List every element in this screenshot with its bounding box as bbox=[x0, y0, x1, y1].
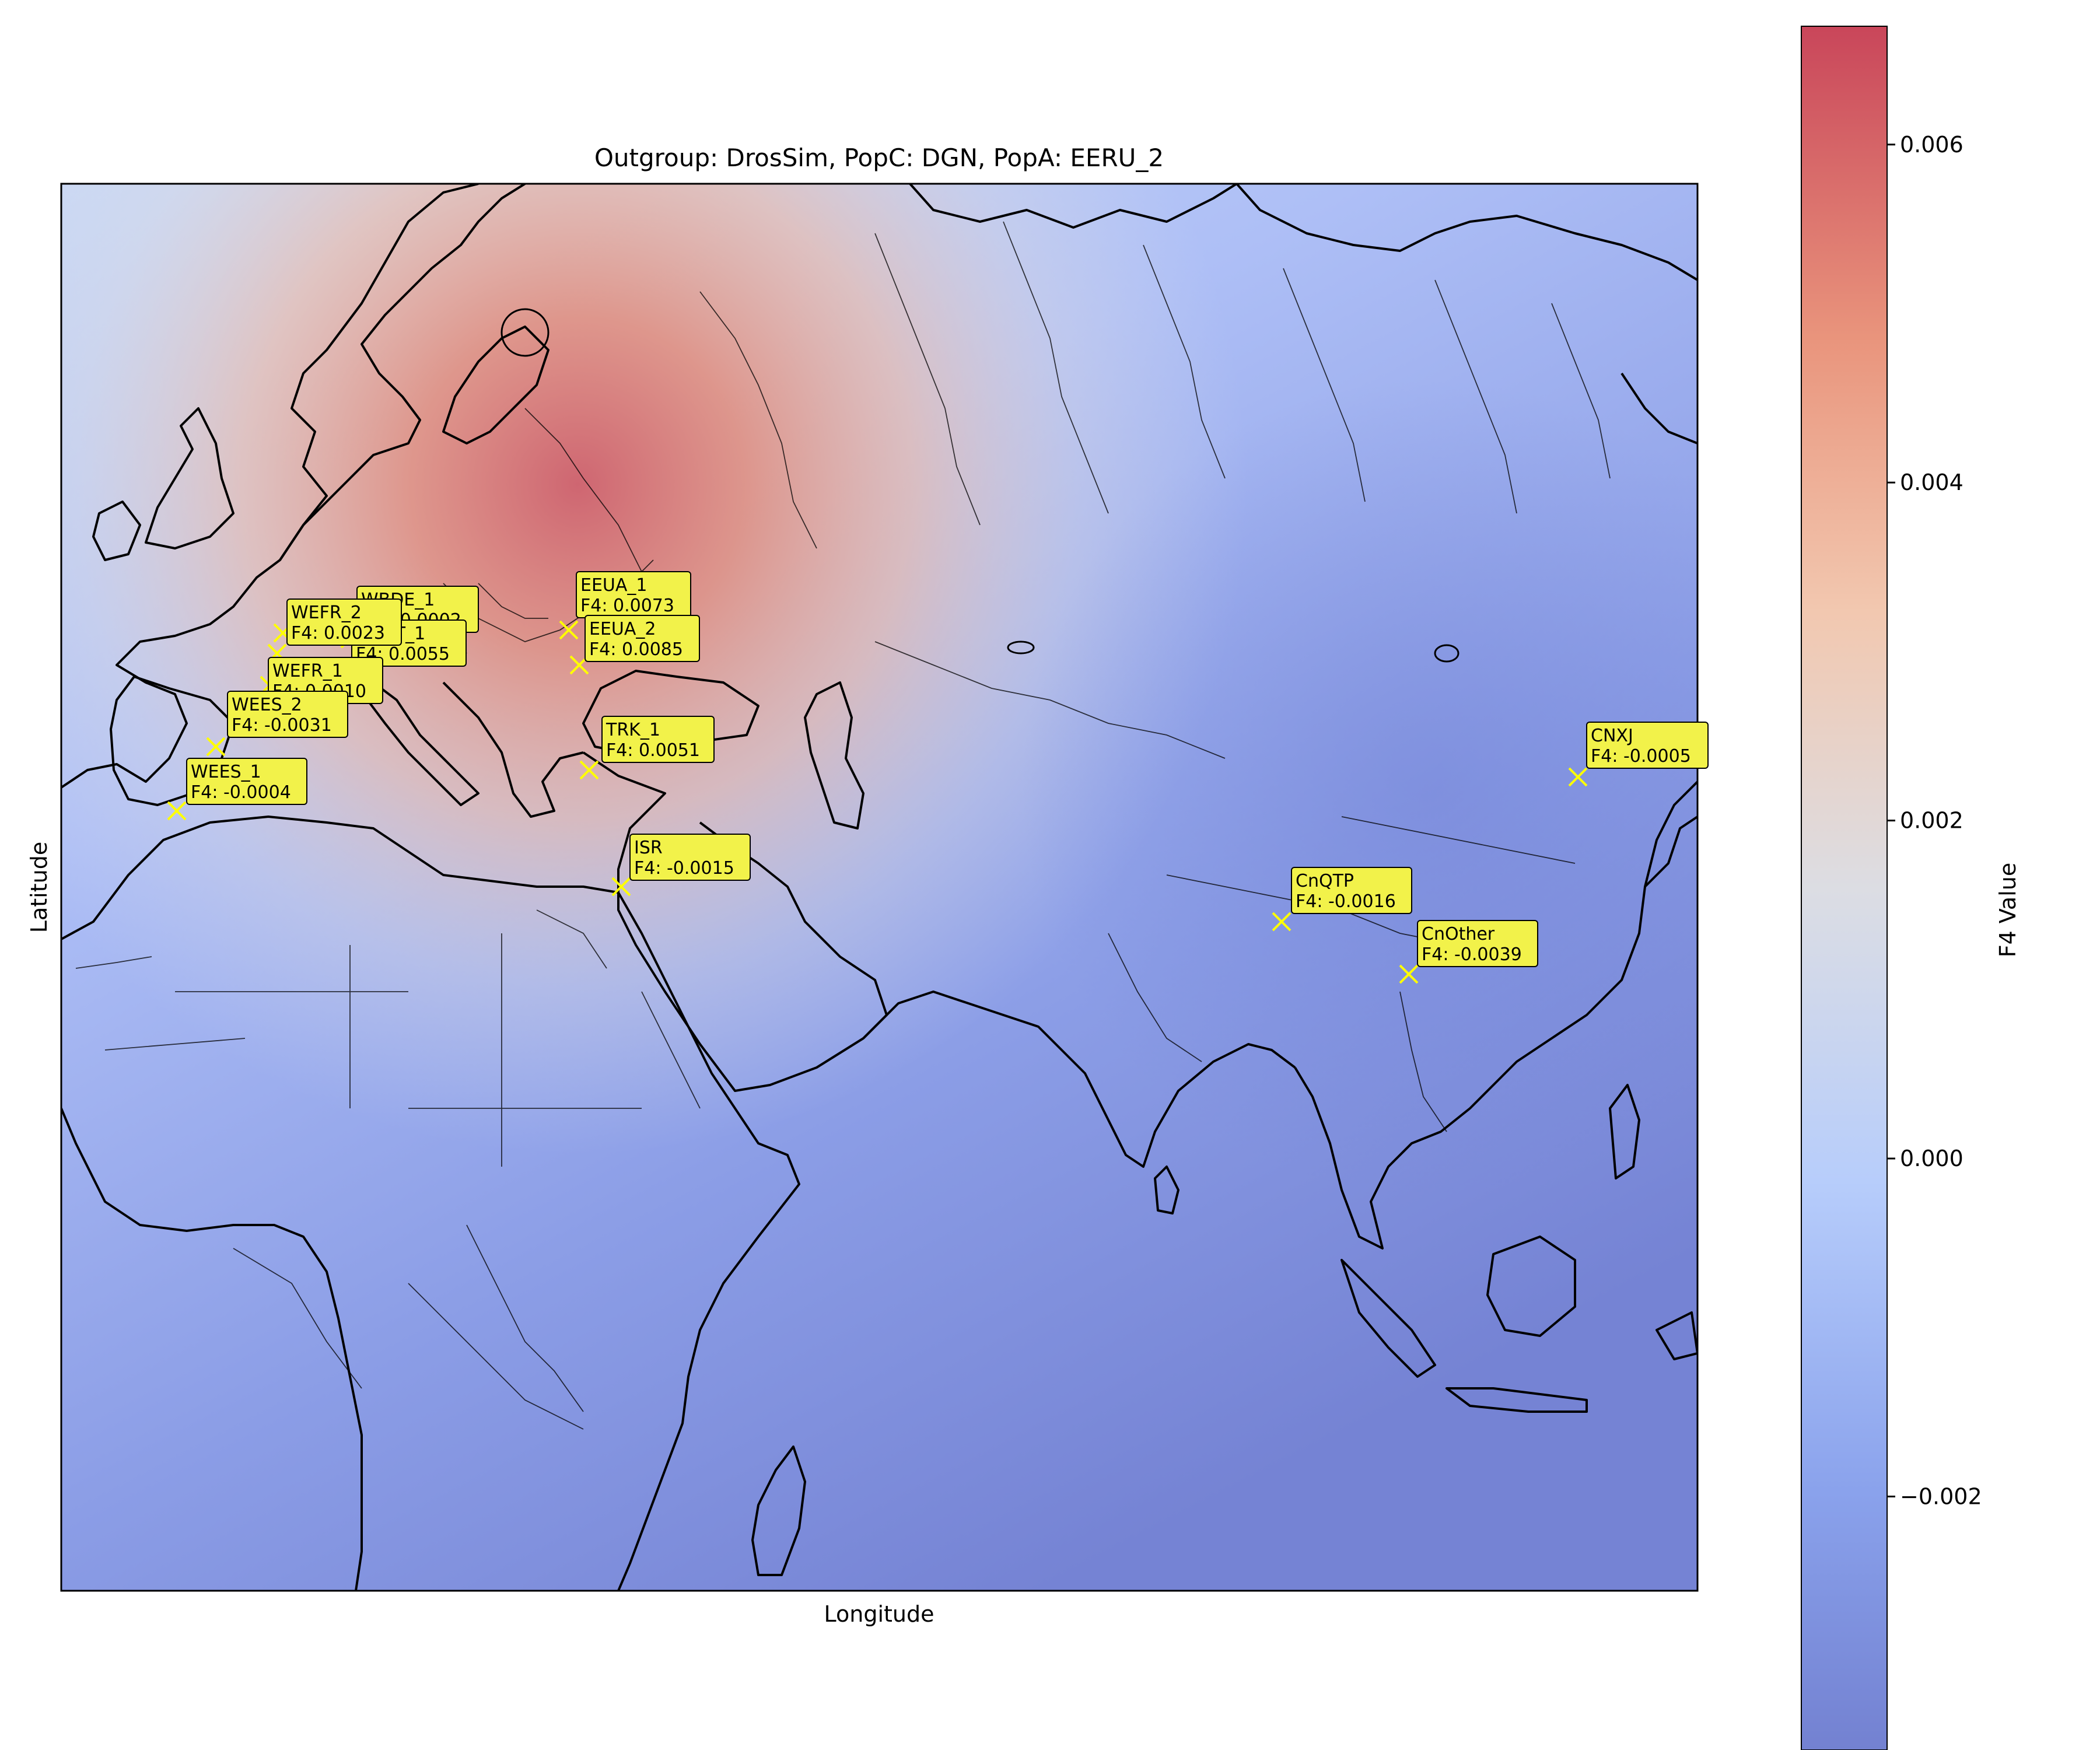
f4-heat-low bbox=[61, 184, 1698, 1591]
label-name-cnother: CnOther bbox=[1422, 924, 1495, 944]
map-frame bbox=[60, 183, 1699, 1592]
label-name-wees-1: WEES_1 bbox=[191, 762, 261, 782]
population-wefr-2[interactable]: WEFR_2 F4: 0.0023 bbox=[267, 598, 402, 663]
label-box-trk-1 bbox=[601, 716, 715, 763]
colorbar-tick-label: 0.002 bbox=[1900, 808, 1964, 834]
population-cnother[interactable]: CnOther F4: -0.0039 bbox=[1399, 920, 1538, 984]
colorbar-label: F4 Value bbox=[1995, 863, 2021, 957]
marker-cnxj bbox=[1568, 767, 1588, 787]
population-wees-1[interactable]: WEES_1 F4: -0.0004 bbox=[167, 758, 307, 821]
y-axis-label: Latitude bbox=[26, 842, 52, 933]
marker-cnqtp bbox=[1272, 912, 1292, 932]
label-f4-eeua-2: F4: 0.0085 bbox=[589, 639, 683, 660]
marker-cnother bbox=[1399, 964, 1419, 984]
label-name-cnxj: CNXJ bbox=[1591, 726, 1633, 746]
label-name-trk-1: TRK_1 bbox=[606, 720, 660, 740]
colorbar-tick-label: −0.002 bbox=[1900, 1483, 1982, 1509]
label-f4-wees-1: F4: -0.0004 bbox=[191, 782, 291, 803]
label-f4-isr: F4: -0.0015 bbox=[634, 858, 734, 878]
colorbar-ticks: 0.006 0.004 0.002 0.000 −0.002 bbox=[1887, 132, 1982, 1509]
label-f4-wees-2: F4: -0.0031 bbox=[232, 715, 332, 736]
colorbar-tick-label: 0.000 bbox=[1900, 1146, 1964, 1171]
population-markers: WBDE_1 F4: -0.0002 WEAT_1 F4: 0.0055 WEF… bbox=[167, 571, 1709, 984]
label-box-cnother bbox=[1417, 920, 1538, 967]
label-box-wees-2 bbox=[227, 691, 348, 738]
label-name-wees-2: WEES_2 bbox=[232, 695, 302, 715]
colorbar-tick-label: 0.004 bbox=[1900, 470, 1964, 495]
x-axis-label: Longitude bbox=[824, 1601, 935, 1627]
marker-wees-2 bbox=[206, 737, 226, 757]
label-f4-cnqtp: F4: -0.0016 bbox=[1296, 891, 1396, 912]
colorbar: 0.006 0.004 0.002 0.000 −0.002 F4 Value bbox=[1801, 26, 2021, 1750]
label-name-isr: ISR bbox=[634, 838, 663, 858]
marker-isr bbox=[611, 877, 631, 897]
label-box-eeua-2 bbox=[584, 615, 700, 662]
label-f4-trk-1: F4: 0.0051 bbox=[606, 740, 700, 761]
colorbar-gradient bbox=[1801, 26, 1888, 1750]
marker-wees-1 bbox=[167, 801, 187, 821]
chart-title: Outgroup: DrosSim, PopC: DGN, PopA: EERU… bbox=[594, 144, 1164, 172]
label-f4-cnother: F4: -0.0039 bbox=[1422, 944, 1522, 965]
label-box-wefr-2 bbox=[286, 598, 402, 646]
label-name-eeua-2: EEUA_2 bbox=[589, 619, 656, 639]
label-box-wees-1 bbox=[186, 758, 307, 805]
label-name-wefr-2: WEFR_2 bbox=[291, 603, 362, 623]
inland-lakes bbox=[501, 308, 1460, 663]
population-trk-1[interactable]: TRK_1 F4: 0.0051 bbox=[579, 716, 715, 780]
label-name-wefr-1: WEFR_1 bbox=[272, 661, 343, 681]
colorbar-tick-label: 0.006 bbox=[1900, 132, 1964, 158]
population-cnqtp[interactable]: CnQTP F4: -0.0016 bbox=[1272, 867, 1412, 932]
label-name-cnqtp: CnQTP bbox=[1296, 871, 1354, 891]
label-name-eeua-1: EEUA_1 bbox=[580, 575, 647, 596]
population-cnxj[interactable]: CNXJ F4: -0.0005 bbox=[1568, 722, 1709, 787]
label-f4-wefr-2: F4: 0.0023 bbox=[291, 623, 385, 643]
label-box-isr bbox=[629, 834, 751, 881]
population-wees-2[interactable]: WEES_2 F4: -0.0031 bbox=[206, 691, 348, 757]
label-f4-eeua-1: F4: 0.0073 bbox=[580, 596, 674, 616]
map-panel bbox=[61, 184, 1698, 1591]
marker-trk-1 bbox=[579, 760, 599, 780]
label-box-cnxj bbox=[1586, 722, 1709, 769]
population-isr[interactable]: ISR F4: -0.0015 bbox=[611, 834, 751, 897]
coastlines bbox=[61, 184, 1698, 1591]
marker-eeua-1 bbox=[559, 620, 579, 640]
label-f4-cnxj: F4: -0.0005 bbox=[1591, 746, 1691, 766]
label-box-cnqtp bbox=[1291, 867, 1412, 914]
population-eeua-2[interactable]: EEUA_2 F4: 0.0085 bbox=[569, 615, 700, 675]
